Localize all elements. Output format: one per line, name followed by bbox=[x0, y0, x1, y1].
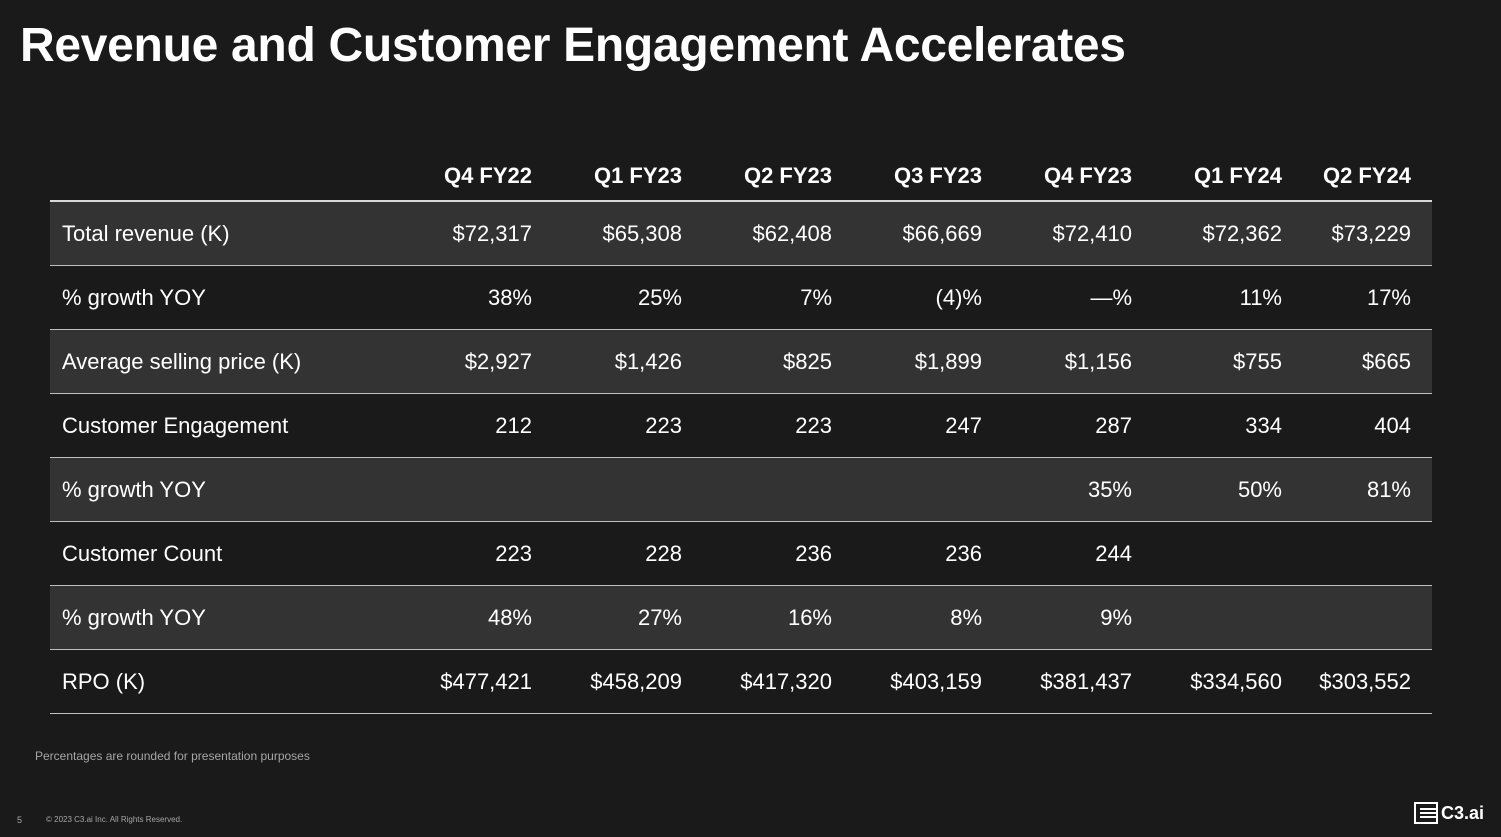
table-cell: $1,899 bbox=[914, 348, 982, 374]
row-label: RPO (K) bbox=[62, 668, 146, 694]
row-label: Average selling price (K) bbox=[62, 348, 302, 374]
table-cell: (4)% bbox=[935, 284, 982, 310]
table-cell: $72,362 bbox=[1202, 220, 1282, 246]
table-cell: $73,229 bbox=[1331, 220, 1411, 246]
copyright-text: © 2023 C3.ai Inc. All Rights Reserved. bbox=[46, 815, 183, 824]
row-label: % growth YOY bbox=[62, 284, 206, 310]
table-cell: 236 bbox=[795, 540, 832, 566]
table-cell: 50% bbox=[1237, 476, 1282, 502]
table-cell: $334,560 bbox=[1190, 668, 1282, 694]
table-cell: 223 bbox=[795, 412, 832, 438]
table-cell: 236 bbox=[945, 540, 982, 566]
table-row: % growth YOY 38% 25% 7% (4)% —% 11% 17% bbox=[50, 266, 1432, 330]
table-cell: 212 bbox=[495, 412, 532, 438]
table-cell: 27% bbox=[637, 604, 682, 630]
row-label: Customer Count bbox=[62, 540, 223, 566]
table-cell: $65,308 bbox=[602, 220, 682, 246]
table-cell: $458,209 bbox=[590, 668, 682, 694]
table-cell: 334 bbox=[1245, 412, 1282, 438]
table-cell: $381,437 bbox=[1040, 668, 1132, 694]
table-row: Customer Count 223 228 236 236 244 bbox=[50, 522, 1432, 586]
table-cell: 223 bbox=[645, 412, 682, 438]
c3-logo-icon bbox=[1414, 802, 1438, 824]
column-header: Q2 FY24 bbox=[1322, 163, 1411, 188]
table-row: Customer Engagement 212 223 223 247 287 334 404 bbox=[50, 394, 1432, 458]
column-header: Q1 FY23 bbox=[593, 163, 682, 188]
table-row: % growth YOY 48% 27% 16% 8% 9% bbox=[50, 586, 1432, 650]
table-cell: 17% bbox=[1366, 284, 1411, 310]
column-header: Q3 FY23 bbox=[893, 163, 982, 188]
table-cell: 7% bbox=[800, 284, 832, 310]
table-cell: $2,927 bbox=[464, 348, 532, 374]
table-cell: 16% bbox=[787, 604, 832, 630]
table-cell: 38% bbox=[487, 284, 532, 310]
metrics-table: Q4 FY22 Q1 FY23 Q2 FY23 Q3 FY23 Q4 FY23 … bbox=[50, 152, 1432, 714]
column-header: Q1 FY24 bbox=[1193, 163, 1282, 188]
column-header: Q2 FY23 bbox=[743, 163, 832, 188]
table-row: Total revenue (K) $72,317 $65,308 $62,408 $6… bbox=[50, 202, 1432, 266]
table-cell: $403,159 bbox=[890, 668, 982, 694]
page-number: 5 bbox=[17, 815, 23, 825]
table-cell: $1,156 bbox=[1064, 348, 1132, 374]
row-label: % growth YOY bbox=[62, 476, 206, 502]
column-header: Q4 FY23 bbox=[1043, 163, 1132, 188]
table-header-row: Q4 FY22 Q1 FY23 Q2 FY23 Q3 FY23 Q4 FY23 … bbox=[50, 152, 1432, 202]
table-cell: 8% bbox=[950, 604, 982, 630]
logo-text: C3.ai bbox=[1441, 802, 1485, 823]
table-cell: 287 bbox=[1095, 412, 1132, 438]
table-cell: 9% bbox=[1100, 604, 1132, 630]
table-cell: $417,320 bbox=[740, 668, 832, 694]
table-row: RPO (K) $477,421 $458,209 $417,320 $403,159 $… bbox=[50, 650, 1432, 714]
table-cell: —% bbox=[1090, 284, 1132, 310]
c3ai-logo: C3.ai bbox=[1414, 802, 1484, 824]
table-row: Average selling price (K) $2,927 $1,426 $82… bbox=[50, 330, 1432, 394]
table-cell: $1,426 bbox=[614, 348, 682, 374]
table-cell: 35% bbox=[1087, 476, 1132, 502]
table-cell: 25% bbox=[637, 284, 682, 310]
table-cell: 228 bbox=[645, 540, 682, 566]
table-body: Total revenue (K) $72,317 $65,308 $62,408 $6… bbox=[50, 202, 1432, 714]
table-row: % growth YOY 35% 50% 81% bbox=[50, 458, 1432, 522]
table-cell: $72,410 bbox=[1052, 220, 1132, 246]
table-cell: 223 bbox=[495, 540, 532, 566]
table-cell: $665 bbox=[1362, 348, 1411, 374]
table-cell: 244 bbox=[1095, 540, 1132, 566]
column-header: Q4 FY22 bbox=[443, 163, 532, 188]
table-cell: $755 bbox=[1233, 348, 1282, 374]
table-cell: 404 bbox=[1374, 412, 1411, 438]
slide-title: Revenue and Customer Engagement Accelera… bbox=[20, 19, 1126, 72]
row-label: Total revenue (K) bbox=[62, 220, 230, 246]
table-cell: $825 bbox=[783, 348, 832, 374]
row-label: Customer Engagement bbox=[62, 412, 289, 438]
table-cell: 48% bbox=[487, 604, 532, 630]
table-cell: 11% bbox=[1239, 284, 1282, 310]
row-label: % growth YOY bbox=[62, 604, 206, 630]
table-cell: $72,317 bbox=[452, 220, 532, 246]
table-cell: 247 bbox=[945, 412, 982, 438]
table-cell: 81% bbox=[1366, 476, 1411, 502]
footnote: Percentages are rounded for presentation… bbox=[35, 749, 310, 763]
table-cell: $477,421 bbox=[440, 668, 532, 694]
table-cell: $303,552 bbox=[1319, 668, 1411, 694]
table-cell: $66,669 bbox=[902, 220, 982, 246]
table-cell: $62,408 bbox=[752, 220, 832, 246]
